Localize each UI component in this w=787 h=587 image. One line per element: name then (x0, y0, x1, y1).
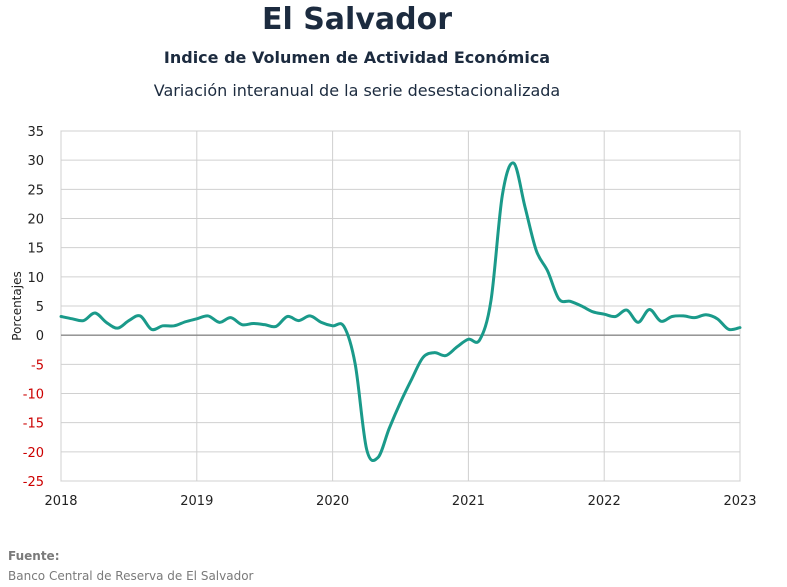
chart-subtitle: Indice de Volumen de Actividad Económica (163, 48, 551, 67)
y-tick-label: 20 (27, 213, 44, 228)
x-tick-label: 2019 (180, 494, 213, 509)
y-axis-ticks: 35 30 25 20 15 10 5 0 -5 -10 -15 -20 -25 (23, 125, 44, 490)
x-axis-ticks: 2018 2019 2020 2021 2022 2023 (44, 494, 756, 509)
source-label: Fuente: (8, 549, 60, 563)
y-tick-label: -15 (23, 417, 44, 432)
chart-subtitle-secondary: Variación interanual de la serie desesta… (153, 81, 561, 100)
y-tick-label: 10 (27, 271, 44, 286)
y-tick-label: -5 (31, 358, 44, 373)
y-tick-label: 30 (27, 154, 44, 169)
y-tick-label: 0 (36, 329, 44, 344)
y-tick-label: -25 (23, 475, 44, 490)
line-chart: 35 30 25 20 15 10 5 0 -5 -10 -15 -20 -25 2018 2019 202… (10, 125, 757, 509)
y-tick-label: 25 (27, 183, 44, 198)
y-tick-label: -10 (23, 388, 44, 403)
x-tick-label: 2022 (588, 494, 621, 509)
x-tick-label: 2020 (316, 494, 349, 509)
y-tick-label: 35 (27, 125, 44, 140)
y-tick-label: 15 (27, 242, 44, 257)
series-line (59, 161, 742, 462)
y-tick-label: 5 (36, 300, 44, 315)
source-text: Banco Central de Reserva de El Salvador (8, 569, 254, 583)
chart-grid (60, 130, 741, 482)
x-tick-label: 2018 (44, 494, 77, 509)
x-tick-label: 2023 (723, 494, 756, 509)
y-axis-label: Porcentajes (10, 271, 24, 340)
series-group (59, 161, 742, 462)
chart-title: El Salvador (261, 2, 453, 37)
y-tick-label: -20 (23, 446, 44, 461)
x-tick-label: 2021 (452, 494, 485, 509)
